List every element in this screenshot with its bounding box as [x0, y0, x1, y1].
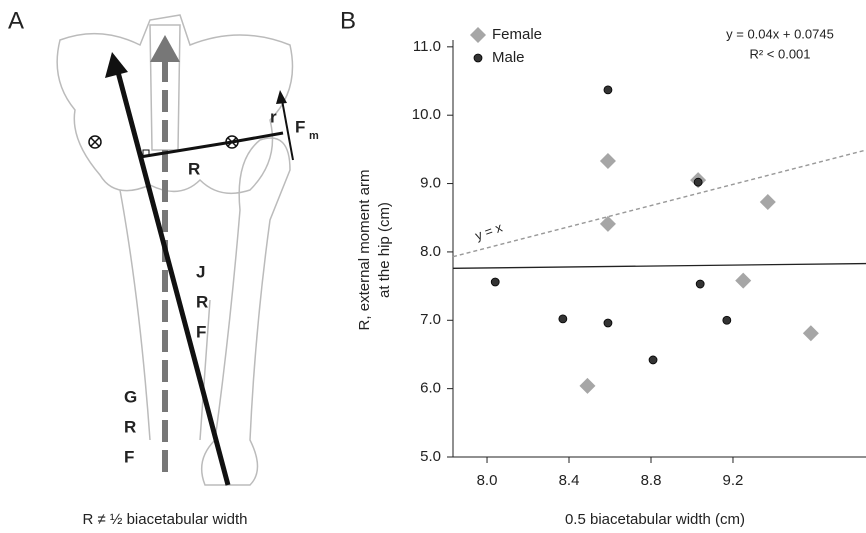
x-tick-label: 8.4	[559, 472, 580, 489]
point	[803, 325, 819, 341]
y-tick-label: 11.0	[413, 38, 441, 55]
jrf-arrowhead	[105, 52, 128, 78]
legend-marker	[474, 54, 482, 62]
y-axis-label: at the hip (cm)	[376, 202, 393, 298]
point	[723, 316, 731, 324]
grf-letter: G	[124, 387, 137, 406]
grf-arrowhead	[150, 35, 180, 62]
page: A r F m R J R F G R F R ≠ ½ biacetabular…	[0, 0, 866, 533]
identity-label: y = x	[473, 219, 505, 243]
y-tick-label: 8.0	[420, 243, 441, 260]
legend-label: Male	[492, 49, 525, 66]
point	[649, 356, 657, 364]
fm-label: F	[295, 117, 305, 136]
panel-b: B y = 0.04x + 0.0745 R² < 0.001 y = x 0.…	[340, 7, 866, 528]
point	[694, 178, 702, 186]
pelvis	[57, 15, 292, 193]
jrf-letter: J	[196, 262, 205, 281]
x-tick-label: 9.2	[723, 472, 744, 489]
r-squared: R² < 0.001	[749, 46, 810, 61]
point	[696, 280, 704, 288]
legend-marker	[470, 27, 486, 43]
point	[491, 278, 499, 286]
y-tick-label: 10.0	[412, 106, 441, 123]
fit-line	[453, 264, 866, 269]
equation: y = 0.04x + 0.0745	[726, 26, 834, 41]
figure: A r F m R J R F G R F R ≠ ½ biacetabular…	[0, 0, 866, 533]
panel-label: B	[340, 7, 356, 34]
point	[559, 315, 567, 323]
jrf-letter: F	[196, 322, 206, 341]
y-tick-label: 7.0	[420, 311, 441, 328]
point	[604, 319, 612, 327]
panel-label: A	[8, 7, 24, 34]
x-tick-label: 8.8	[641, 472, 662, 489]
y-axis-label: R, external moment arm	[356, 170, 373, 331]
identity-line	[453, 150, 866, 257]
y-tick-label: 6.0	[420, 380, 441, 397]
point	[604, 86, 612, 94]
x-tick-label: 8.0	[477, 472, 498, 489]
fm-subscript: m	[309, 130, 319, 142]
jrf-letter: R	[196, 292, 208, 311]
grf-letter: R	[124, 417, 136, 436]
muscle-arm	[232, 133, 283, 142]
grf-letter: F	[124, 447, 134, 466]
point	[760, 194, 776, 210]
legend-label: Female	[492, 26, 542, 43]
panel-a: A r F m R J R F G R F R ≠ ½ biacetabular…	[8, 7, 319, 528]
r-label: r	[270, 107, 277, 126]
point	[600, 153, 616, 169]
point	[735, 273, 751, 289]
caption: R ≠ ½ biacetabular width	[83, 511, 248, 528]
r-arm-label: R	[188, 159, 200, 178]
point	[579, 378, 595, 394]
x-axis-label: 0.5 biacetabular width (cm)	[565, 511, 745, 528]
y-tick-label: 9.0	[420, 175, 441, 192]
y-tick-label: 5.0	[420, 448, 441, 465]
